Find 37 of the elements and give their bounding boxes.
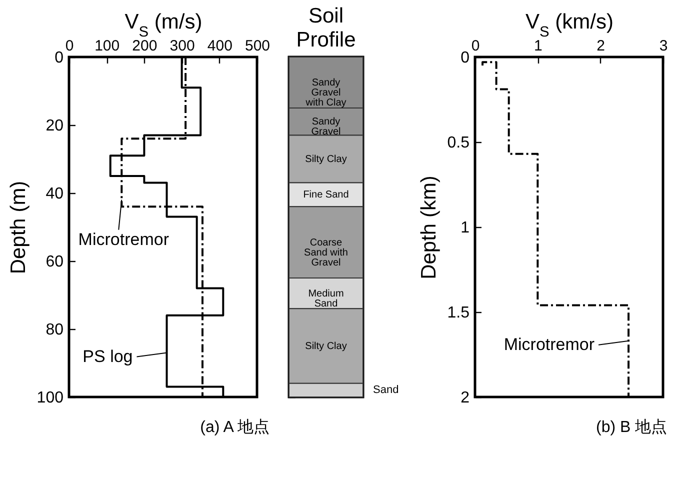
x-tick-label: 2 [596, 38, 606, 54]
series-label: Fine Sand [303, 190, 349, 201]
y-tick-label: 1 [460, 220, 470, 236]
x-tick-label: 300 [170, 38, 195, 54]
x-tick-label: 3 [659, 38, 668, 54]
chart-title: Soil Profile [296, 4, 356, 52]
series-label: Silty Clay [305, 154, 347, 165]
x-tick-label: 1 [534, 38, 542, 54]
y-tick-label: 80 [46, 322, 64, 338]
x-tick-label: 200 [132, 38, 158, 54]
annotation: PS log [82, 346, 133, 366]
series-label: Sand [373, 384, 399, 396]
y-tick-label: 40 [46, 186, 64, 202]
text: (b) B 地点 [596, 418, 668, 436]
y-tick-label: 20 [46, 118, 64, 134]
x-tick-label: 500 [244, 38, 270, 54]
series-label: Sandy Gravel [311, 116, 341, 138]
series-label: Silty Clay [305, 341, 347, 352]
series-label: Sandy Gravel with Clay [304, 78, 346, 108]
x-tick-label: 400 [207, 38, 232, 54]
y-tick-label: 1.5 [447, 304, 470, 322]
series-label: Medium Sand [308, 288, 344, 310]
annotation: Microtremor [504, 334, 595, 354]
x-axis-title: V$_{S}$ (km/s) [526, 10, 614, 40]
annotation: Microtremor [78, 230, 170, 249]
y-tick-label: 100 [36, 390, 64, 406]
y-tick-label: 0 [460, 50, 470, 66]
x-tick-label: 100 [94, 38, 120, 54]
y-tick-label: 2 [460, 390, 470, 406]
text: (a) A 地点 [200, 418, 270, 436]
y-tick-label: 60 [46, 254, 64, 270]
y-tick-label: 0.5 [447, 134, 470, 152]
y-tick-label: 0 [54, 50, 64, 66]
series-label: Coarse Sand with Gravel [304, 237, 348, 268]
y-axis-title: Depth (m) [6, 180, 30, 274]
x-axis-title: V$_{S}$ (m/s) [124, 10, 202, 40]
y-axis-title: Depth (km) [417, 176, 440, 280]
